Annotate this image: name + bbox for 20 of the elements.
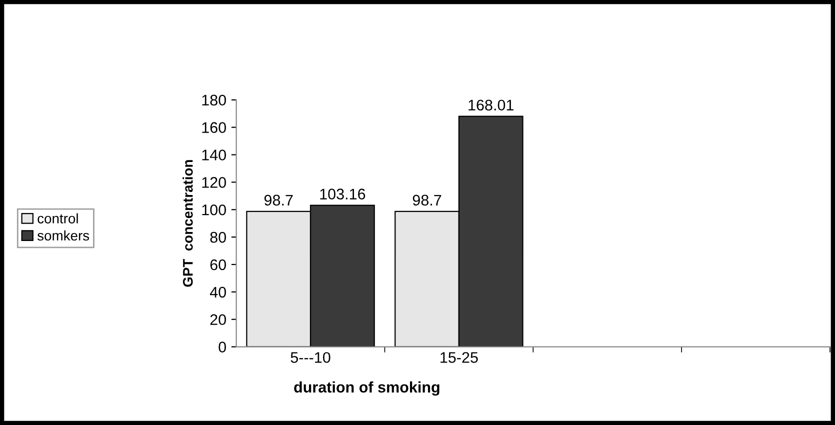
y-tick-label: 0 [218, 342, 226, 352]
data-label: 103.16 [320, 188, 366, 200]
y-tick-label: 40 [210, 286, 226, 298]
data-label: 168.01 [468, 100, 514, 111]
legend-label: somkers [37, 230, 90, 241]
x-tick-label: 5---10 [290, 352, 330, 363]
y-tick-label: 180 [202, 94, 226, 106]
y-axis-title: GPT concentration [182, 160, 193, 287]
y-tick-label: 160 [202, 122, 226, 133]
x-tick-label: 15-25 [440, 352, 478, 363]
x-axis-title: duration of smoking [294, 381, 440, 396]
y-tick-label: 80 [210, 232, 226, 243]
y-tick-label: 20 [210, 314, 226, 326]
data-label: 98.7 [264, 194, 293, 206]
data-label: 98.7 [412, 194, 442, 206]
y-tick-label: 100 [202, 204, 226, 216]
y-tick-label: 140 [202, 150, 226, 160]
legend-label: control [38, 213, 78, 224]
y-tick-label: 60 [210, 259, 226, 270]
y-tick-label: 120 [202, 177, 226, 188]
